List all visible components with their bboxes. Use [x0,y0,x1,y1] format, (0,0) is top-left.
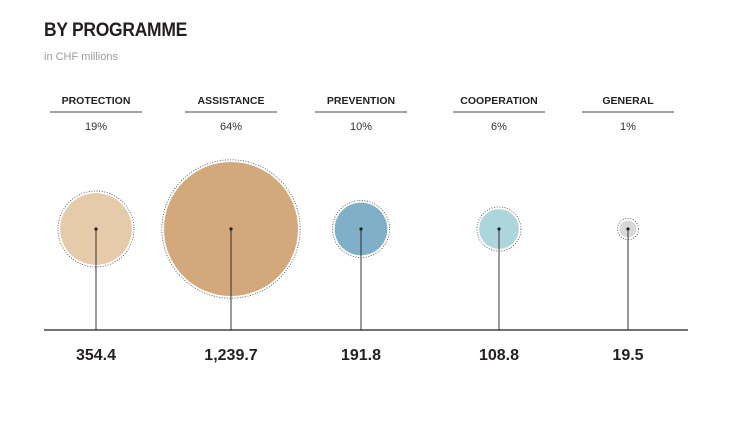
value-label-protection: 354.4 [76,347,116,364]
center-dot-general [626,227,630,231]
percent-label-cooperation: 6% [491,121,507,133]
percent-label-prevention: 10% [350,121,372,133]
percent-label-assistance: 64% [220,121,242,133]
chart-subtitle: in CHF millions [44,51,118,63]
center-dot-prevention [359,227,363,231]
percent-label-general: 1% [620,121,636,133]
center-dot-assistance [229,227,233,231]
value-label-general: 19.5 [612,347,643,364]
value-label-cooperation: 108.8 [479,347,519,364]
category-label-cooperation: COOPERATION [460,95,537,107]
category-label-prevention: PREVENTION [327,95,395,107]
category-label-protection: PROTECTION [62,95,131,107]
chart-title: BY PROGRAMME [44,20,188,41]
value-label-assistance: 1,239.7 [204,347,257,364]
center-dot-protection [94,227,98,231]
category-label-general: GENERAL [602,95,654,107]
percent-label-protection: 19% [85,121,107,133]
value-label-prevention: 191.8 [341,347,381,364]
bubble-outline-assistance [161,159,301,299]
bubble-outline-protection [57,190,135,268]
center-dot-cooperation [497,227,501,231]
category-label-assistance: ASSISTANCE [198,95,265,107]
